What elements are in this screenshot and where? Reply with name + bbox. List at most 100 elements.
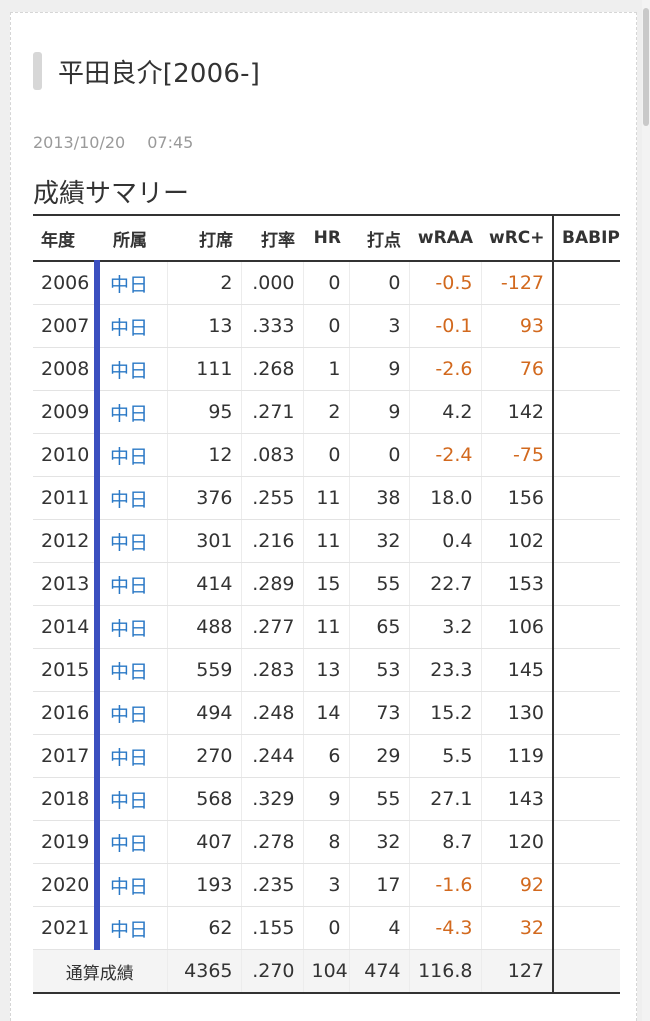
post-date: 2013/10/20 — [33, 133, 126, 152]
page-scrollbar[interactable] — [642, 0, 650, 1021]
wrc-plus-cell: 145 — [481, 648, 554, 692]
header-avg: 打率 — [241, 214, 303, 262]
hr-cell: 0 — [303, 433, 350, 477]
post-time: 07:45 — [147, 133, 194, 152]
hr-cell: 15 — [303, 562, 350, 606]
wraa-cell: 15.2 — [409, 691, 482, 735]
wraa-cell: -0.5 — [409, 261, 482, 305]
rbi-cell: 55 — [349, 777, 410, 821]
wraa-cell: 27.1 — [409, 777, 482, 821]
hr-cell: 11 — [303, 476, 350, 520]
year-cell: 2016 — [33, 691, 98, 735]
pa-cell: 62 — [167, 906, 242, 950]
team-link[interactable]: 中日 — [94, 734, 168, 778]
stats-table-scroll[interactable]: 年度 所属 打席 打率 HR 打点 wRAA wRC+ BABIP 2006 中日… — [33, 214, 620, 994]
pa-cell: 568 — [167, 777, 242, 821]
hr-cell: 2 — [303, 390, 350, 434]
year-cell: 2017 — [33, 734, 98, 778]
avg-cell: .333 — [241, 304, 304, 348]
wrc-plus-cell: 156 — [481, 476, 554, 520]
team-link[interactable]: 中日 — [94, 605, 168, 649]
avg-cell: .216 — [241, 519, 304, 563]
babip-cell — [552, 648, 620, 692]
team-link[interactable]: 中日 — [94, 906, 168, 950]
team-link[interactable]: 中日 — [94, 261, 168, 305]
table-row: 2007 中日 13.333 0 3 -0.1 93 — [33, 304, 620, 348]
avg-cell: .000 — [241, 261, 304, 305]
wraa-cell: -2.4 — [409, 433, 482, 477]
hr-cell: 9 — [303, 777, 350, 821]
team-link[interactable]: 中日 — [94, 476, 168, 520]
wraa-cell: -0.1 — [409, 304, 482, 348]
section-title: 成績サマリー — [33, 179, 190, 209]
year-cell: 2010 — [33, 433, 98, 477]
team-link[interactable]: 中日 — [94, 390, 168, 434]
team-link[interactable]: 中日 — [94, 863, 168, 907]
table-row: 2009 中日 95.271 2 9 4.2 142 — [33, 390, 620, 434]
wrc-plus-cell: -75 — [481, 433, 554, 477]
table-row: 2011 中日 376.255 11 38 18.0 156 — [33, 476, 620, 520]
avg-cell: .277 — [241, 605, 304, 649]
total-wrc-plus: 127 — [481, 949, 554, 994]
wrc-plus-cell: 130 — [481, 691, 554, 735]
table-row: 2014 中日 488.277 11 65 3.2 106 — [33, 605, 620, 649]
babip-cell — [552, 347, 620, 391]
team-link[interactable]: 中日 — [94, 304, 168, 348]
avg-cell: .271 — [241, 390, 304, 434]
team-link[interactable]: 中日 — [94, 562, 168, 606]
header-hr: HR — [303, 214, 349, 262]
team-link[interactable]: 中日 — [94, 820, 168, 864]
total-avg: .270 — [241, 949, 304, 994]
pa-cell: 407 — [167, 820, 242, 864]
team-link[interactable]: 中日 — [94, 347, 168, 391]
hr-cell: 0 — [303, 906, 350, 950]
table-row: 2012 中日 301.216 11 32 0.4 102 — [33, 519, 620, 563]
hr-cell: 13 — [303, 648, 350, 692]
hr-cell: 0 — [303, 304, 350, 348]
post-title-block: 平田良介[2006-] — [33, 47, 260, 95]
post-title: 平田良介[2006-] — [58, 58, 261, 89]
rbi-cell: 32 — [349, 519, 410, 563]
avg-cell: .244 — [241, 734, 304, 778]
babip-cell — [552, 519, 620, 563]
babip-cell — [552, 476, 620, 520]
scrollbar-thumb[interactable] — [643, 8, 649, 126]
hr-cell: 14 — [303, 691, 350, 735]
pa-cell: 95 — [167, 390, 242, 434]
avg-cell: .083 — [241, 433, 304, 477]
article-card: 平田良介[2006-] 2013/10/20 07:45 成績サマリー 年度 — [10, 12, 637, 1021]
header-team: 所属 — [97, 214, 167, 262]
table-row: 2016 中日 494.248 14 73 15.2 130 — [33, 691, 620, 735]
rbi-cell: 29 — [349, 734, 410, 778]
hr-cell: 3 — [303, 863, 350, 907]
avg-cell: .155 — [241, 906, 304, 950]
wrc-plus-cell: 93 — [481, 304, 554, 348]
header-babip: BABIP — [552, 214, 620, 262]
table-row: 2019 中日 407.278 8 32 8.7 120 — [33, 820, 620, 864]
team-link[interactable]: 中日 — [94, 777, 168, 821]
rbi-cell: 17 — [349, 863, 410, 907]
total-hr: 104 — [303, 949, 350, 994]
rbi-cell: 9 — [349, 347, 410, 391]
hr-cell: 11 — [303, 519, 350, 563]
wrc-plus-cell: 76 — [481, 347, 554, 391]
wraa-cell: -2.6 — [409, 347, 482, 391]
year-cell: 2021 — [33, 906, 98, 950]
team-link[interactable]: 中日 — [94, 519, 168, 563]
year-cell: 2009 — [33, 390, 98, 434]
table-row: 2021 中日 62.155 0 4 -4.3 32 — [33, 906, 620, 950]
team-link[interactable]: 中日 — [94, 433, 168, 477]
pa-cell: 2 — [167, 261, 242, 305]
wraa-cell: 18.0 — [409, 476, 482, 520]
table-row: 2015 中日 559.283 13 53 23.3 145 — [33, 648, 620, 692]
rbi-cell: 38 — [349, 476, 410, 520]
rbi-cell: 55 — [349, 562, 410, 606]
table-row: 2017 中日 270.244 6 29 5.5 119 — [33, 734, 620, 778]
team-link[interactable]: 中日 — [94, 691, 168, 735]
hr-cell: 6 — [303, 734, 350, 778]
team-link[interactable]: 中日 — [94, 648, 168, 692]
table-row: 2008 中日 111.268 1 9 -2.6 76 — [33, 347, 620, 391]
avg-cell: .255 — [241, 476, 304, 520]
wrc-plus-cell: 153 — [481, 562, 554, 606]
babip-cell — [552, 433, 620, 477]
